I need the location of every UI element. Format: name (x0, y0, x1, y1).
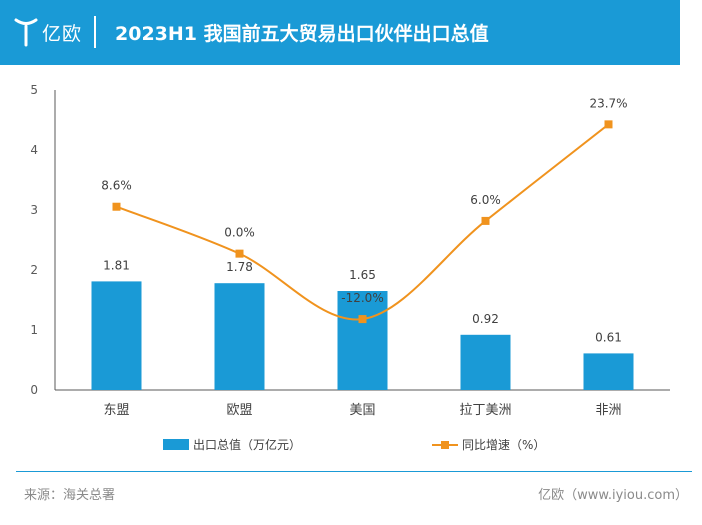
y-tick-label: 1 (30, 323, 38, 337)
legend-bar-label: 出口总值（万亿元） (193, 437, 301, 452)
site-credit: 亿欧（www.iyiou.com） (538, 488, 688, 503)
yiou-logo-icon (14, 18, 38, 47)
x-tick-label: 东盟 (103, 403, 129, 418)
brand-name: 亿欧 (42, 22, 83, 45)
line-data-label: 23.7% (589, 96, 627, 110)
source-note: 来源：海关总署 (24, 488, 116, 503)
x-tick-label: 非洲 (595, 403, 621, 418)
growth-rate-marker (358, 315, 367, 324)
legend-line-marker (441, 441, 449, 449)
bar-data-label: 1.78 (226, 260, 253, 274)
line-data-label: 8.6% (101, 179, 132, 193)
header-banner: 亿欧 2023H1 我国前五大贸易出口伙伴出口总值 (0, 0, 680, 65)
bar-data-label: 0.61 (595, 330, 622, 344)
brand-logo: 亿欧 (14, 15, 82, 49)
bar-data-label: 0.92 (472, 312, 499, 326)
bar-export-value (337, 291, 388, 390)
y-tick-label: 2 (30, 263, 38, 277)
bar-export-value (583, 353, 634, 390)
growth-rate-marker (235, 249, 244, 258)
legend-line-label: 同比增速（%） (462, 438, 545, 452)
page-title: 2023H1 我国前五大贸易出口伙伴出口总值 (115, 23, 489, 45)
x-tick-label: 欧盟 (226, 403, 252, 418)
y-tick-label: 3 (30, 203, 38, 217)
x-tick-label: 拉丁美洲 (459, 403, 511, 418)
line-data-label: -12.0% (341, 291, 383, 305)
growth-rate-marker (481, 216, 490, 225)
line-data-label: 0.0% (224, 226, 255, 240)
growth-rate-marker (112, 202, 121, 211)
legend-bar-swatch (163, 439, 189, 450)
bar-export-value (91, 281, 142, 390)
line-data-label: 6.0% (470, 193, 501, 207)
y-tick-label: 0 (30, 383, 38, 397)
y-tick-label: 5 (30, 83, 38, 97)
export-chart: 0 1 2 3 4 5 1.81 1.78 1.65 0.92 0.61 东盟 欧盟 美国 拉丁美洲 非洲 8.… (30, 83, 670, 452)
x-tick-label: 美国 (349, 403, 375, 418)
footer-rule (16, 471, 692, 472)
growth-rate-marker (604, 120, 613, 129)
bar-export-value (214, 283, 265, 390)
bar-data-label: 1.81 (103, 258, 130, 272)
header-divider (94, 16, 96, 48)
y-tick-label: 4 (30, 143, 38, 157)
bar-data-label: 1.65 (349, 268, 376, 282)
bar-export-value (460, 334, 511, 390)
